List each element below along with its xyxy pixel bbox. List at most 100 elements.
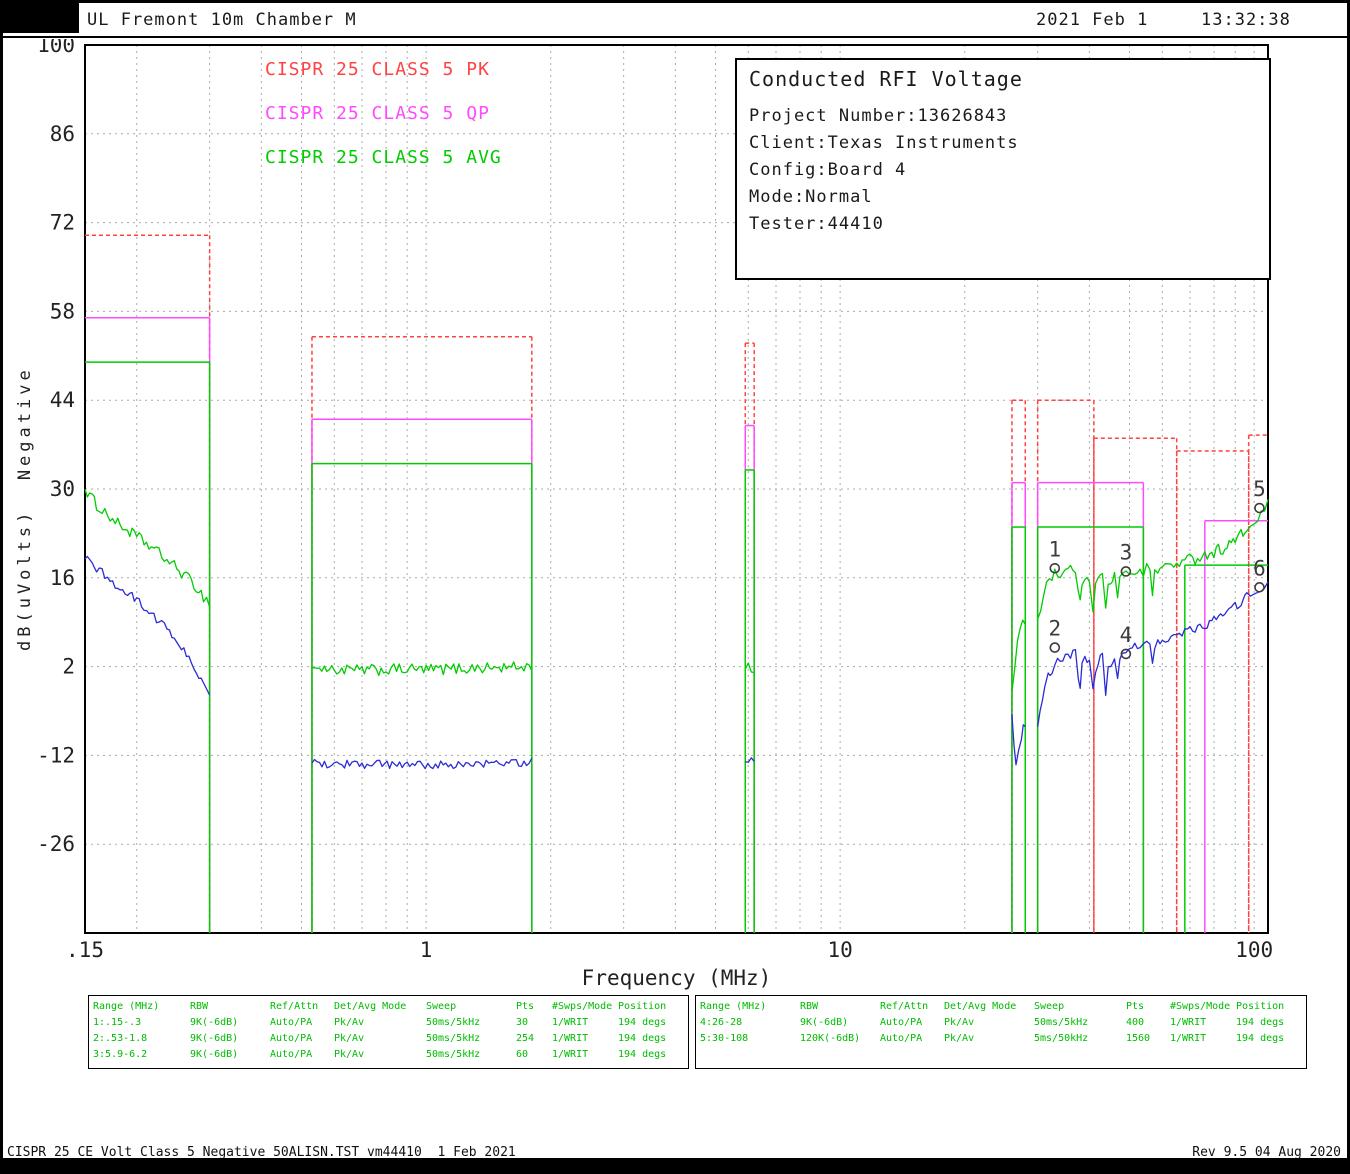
sweep-column-header: Position — [618, 1001, 667, 1012]
sweep-table-right: Range (MHz) RBW Ref/Attn Det/Avg Mode Sweep P… — [695, 995, 1307, 1069]
svg-text:86: 86 — [50, 122, 75, 146]
header-divider — [3, 36, 1347, 38]
sweep-cell: Auto/PA — [880, 1033, 923, 1044]
svg-text:-26: -26 — [37, 832, 75, 856]
svg-text:1: 1 — [420, 938, 433, 962]
sweep-column-header: Sweep — [1034, 1001, 1065, 1012]
sweep-column-header: #Swps/Mode — [552, 1001, 613, 1012]
svg-text:2: 2 — [62, 655, 75, 679]
sweep-cell: Auto/PA — [270, 1049, 313, 1060]
info-box-line: Config:Board 4 — [749, 160, 907, 180]
sweep-table-row: 3:5.9-6.2 9K(-6dB) Auto/PA Pk/Av 50ms/5kHz 60… — [93, 1047, 684, 1063]
sweep-table-left: Range (MHz) RBW Ref/Attn Det/Avg Mode Sweep P… — [88, 995, 689, 1069]
svg-text:4: 4 — [1120, 623, 1133, 647]
svg-text:44: 44 — [50, 388, 75, 412]
sweep-cell: 194 degs — [1236, 1033, 1285, 1044]
sweep-column-header: Det/Avg Mode — [944, 1001, 1017, 1012]
svg-text:16: 16 — [50, 566, 75, 590]
legend-item: CISPR 25 CLASS 5 AVG — [265, 147, 502, 168]
svg-text:-12: -12 — [37, 743, 75, 767]
info-box-title: Conducted RFI Voltage — [749, 67, 1023, 91]
emissions-chart: 1 2 3 4 5 6 100 86 72 58 44 30 16 2 -12 -26 .15 1 10 100 Fre… — [37, 39, 1273, 990]
footer-revision: Rev 9.5 04 Aug 2020 — [1192, 1145, 1341, 1160]
svg-text:Frequency (MHz): Frequency (MHz) — [582, 966, 772, 990]
sweep-column-header: Pts — [1126, 1001, 1145, 1012]
sweep-cell: Auto/PA — [270, 1033, 313, 1044]
info-box-line: Mode:Normal — [749, 187, 873, 207]
info-box-line: Tester:44410 — [749, 214, 884, 234]
sweep-cell: 60 — [516, 1049, 529, 1060]
info-box-lines: Project Number:13626843 Client:Texas Inst… — [749, 103, 1257, 238]
svg-text:3: 3 — [1120, 540, 1133, 564]
sweep-cell: 254 — [516, 1033, 535, 1044]
sweep-cell: 1/WRIT — [552, 1049, 589, 1060]
sweep-settings-tables: Range (MHz) RBW Ref/Attn Det/Avg Mode Sweep P… — [88, 995, 1307, 1069]
sweep-cell: 50ms/5kHz — [1034, 1017, 1089, 1028]
sweep-table-row: 2:.53-1.8 9K(-6dB) Auto/PA Pk/Av 50ms/5kHz 25… — [93, 1031, 684, 1047]
sweep-cell: Pk/Av — [334, 1033, 365, 1044]
limit-legend: CISPR 25 CLASS 5 PK CISPR 25 CLASS 5 QP CI… — [265, 59, 502, 191]
sweep-cell: 1/WRIT — [1170, 1017, 1207, 1028]
sweep-cell: 9K(-6dB) — [190, 1033, 239, 1044]
sweep-column-header: RBW — [190, 1001, 209, 1012]
legend-item: CISPR 25 CLASS 5 QP — [265, 103, 490, 124]
sweep-table-row: 1:.15-.3 9K(-6dB) Auto/PA Pk/Av 50ms/5kHz 30 1… — [93, 1015, 684, 1031]
sweep-cell: Pk/Av — [944, 1017, 975, 1028]
sweep-table-row: 4:26-28 9K(-6dB) Auto/PA Pk/Av 50ms/5kHz 400 1… — [700, 1015, 1302, 1031]
sweep-cell: 9K(-6dB) — [800, 1017, 849, 1028]
svg-text:100: 100 — [1235, 938, 1273, 962]
svg-text:100: 100 — [37, 39, 75, 57]
sweep-cell: 1/WRIT — [552, 1017, 589, 1028]
sweep-column-header: #Swps/Mode — [1170, 1001, 1231, 1012]
sweep-table-header-row: Range (MHz) RBW Ref/Attn Det/Avg Mode Sweep P… — [700, 999, 1302, 1015]
sweep-cell: 194 degs — [618, 1033, 667, 1044]
chamber-title: UL Fremont 10m Chamber M — [87, 10, 357, 30]
sweep-column-header: Position — [1236, 1001, 1285, 1012]
sweep-cell: 5ms/50kHz — [1034, 1033, 1089, 1044]
svg-text:10: 10 — [827, 938, 852, 962]
info-box-line: Project Number:13626843 — [749, 106, 1008, 126]
sweep-column-header: Sweep — [426, 1001, 457, 1012]
sweep-cell: Pk/Av — [334, 1017, 365, 1028]
sweep-cell: 3:5.9-6.2 — [93, 1049, 148, 1060]
sweep-cell: Pk/Av — [944, 1033, 975, 1044]
sweep-cell: 1:.15-.3 — [93, 1017, 142, 1028]
sweep-column-header: RBW — [800, 1001, 819, 1012]
footer-test-file: CISPR 25 CE Volt Class 5_Negative 50ALIS… — [7, 1145, 516, 1160]
sweep-cell: 120K(-6dB) — [800, 1033, 861, 1044]
sweep-cell: 400 — [1126, 1017, 1145, 1028]
svg-text:.15: .15 — [66, 938, 104, 962]
window-corner-block — [3, 3, 79, 33]
sweep-column-header: Range (MHz) — [93, 1001, 160, 1012]
header-time: 13:32:38 — [1201, 10, 1291, 30]
header-date: 2021 Feb 1 — [1036, 10, 1149, 30]
svg-text:2: 2 — [1048, 617, 1061, 641]
svg-text:6: 6 — [1253, 556, 1266, 580]
sweep-cell: 1/WRIT — [1170, 1033, 1207, 1044]
sweep-cell: 30 — [516, 1017, 529, 1028]
sweep-cell: 194 degs — [1236, 1017, 1285, 1028]
svg-text:58: 58 — [50, 299, 75, 323]
svg-text:72: 72 — [50, 211, 75, 235]
sweep-cell: 194 degs — [618, 1017, 667, 1028]
sweep-cell: 5:30-108 — [700, 1033, 749, 1044]
sweep-cell: 4:26-28 — [700, 1017, 743, 1028]
sweep-table-row: 5:30-108 120K(-6dB) Auto/PA Pk/Av 5ms/50kHz 1… — [700, 1031, 1302, 1047]
y-axis-label: dB(uVolts) Negative — [15, 366, 35, 651]
sweep-column-header: Range (MHz) — [700, 1001, 767, 1012]
sweep-cell: 1/WRIT — [552, 1033, 589, 1044]
test-info-box: Conducted RFI Voltage Project Number:136… — [735, 58, 1271, 280]
sweep-column-header: Ref/Attn — [880, 1001, 929, 1012]
sweep-cell: Pk/Av — [334, 1049, 365, 1060]
legend-item: CISPR 25 CLASS 5 PK — [265, 59, 490, 80]
sweep-cell: 50ms/5kHz — [426, 1017, 481, 1028]
sweep-cell: Auto/PA — [270, 1017, 313, 1028]
sweep-column-header: Ref/Attn — [270, 1001, 319, 1012]
bottom-bar — [3, 1158, 1347, 1171]
sweep-cell: Auto/PA — [880, 1017, 923, 1028]
sweep-cell: 9K(-6dB) — [190, 1017, 239, 1028]
svg-text:1: 1 — [1048, 537, 1061, 561]
sweep-column-header: Pts — [516, 1001, 535, 1012]
sweep-column-header: Det/Avg Mode — [334, 1001, 407, 1012]
